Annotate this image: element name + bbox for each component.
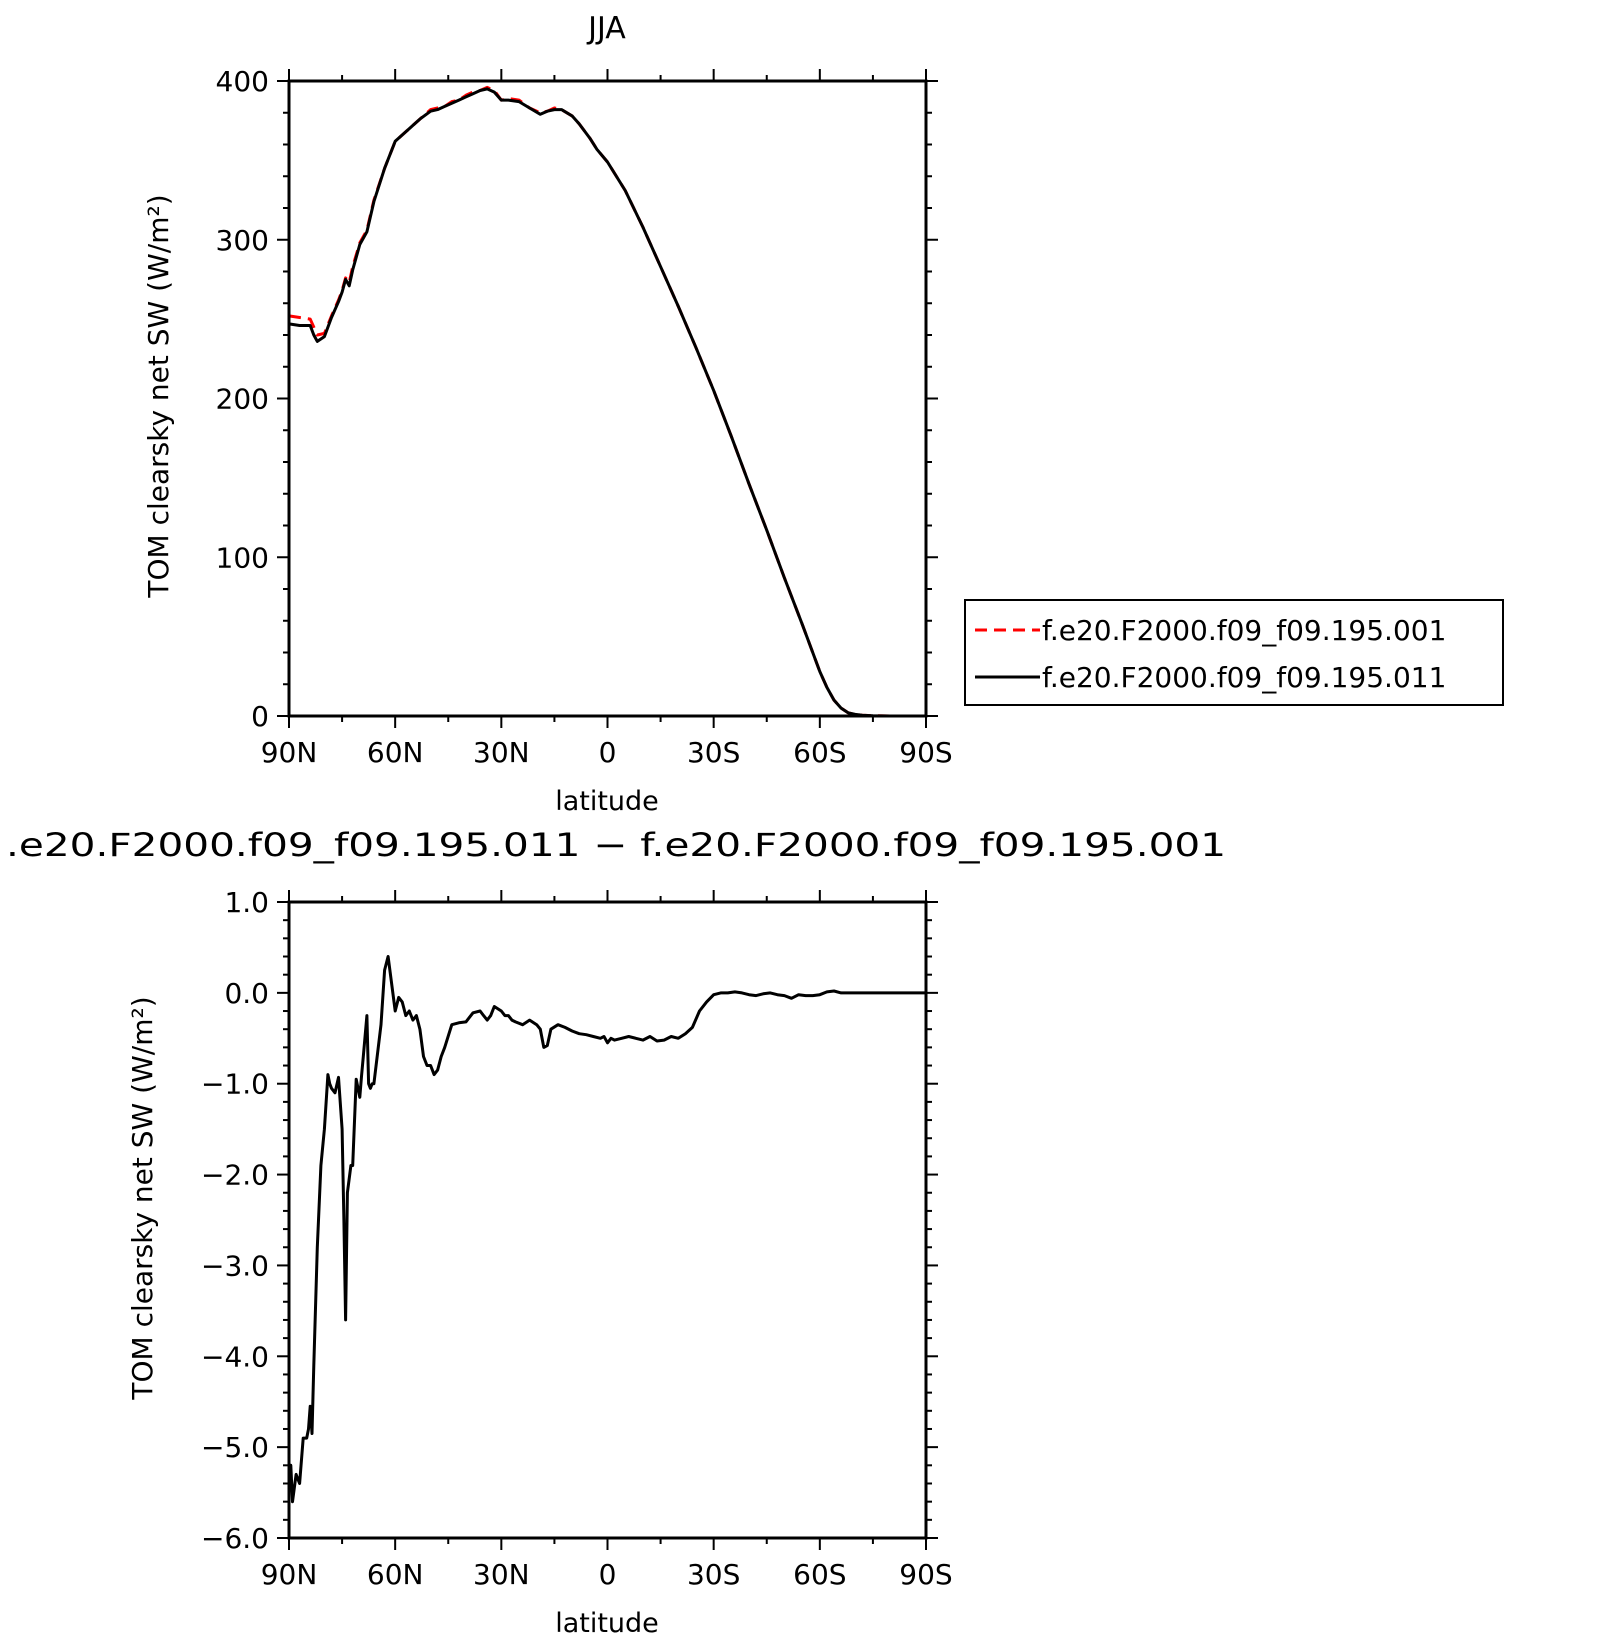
legend-box: [964, 599, 1504, 706]
y-tick-label: −6.0: [201, 1522, 269, 1555]
x-tick-label: 0: [599, 736, 617, 769]
top-x-axis-label: latitude: [555, 786, 659, 817]
x-tick-label: 30S: [687, 736, 740, 769]
legend-label-series-1: f.e20.F2000.f09_f09.195.001: [1042, 614, 1446, 647]
x-tick-label: 90N: [261, 1558, 318, 1591]
bottom-y-axis-label: TOM clearsky net SW (W/m²): [126, 996, 159, 1400]
x-tick-label: 30N: [473, 736, 530, 769]
x-tick-label: 60N: [367, 736, 424, 769]
y-tick-label: −3.0: [201, 1249, 269, 1282]
bottom-panel: .e20.F2000.f09_f09.195.011 − f.e20.F2000…: [6, 826, 1226, 1639]
y-tick-label: 200: [216, 383, 269, 416]
y-tick-label: 300: [216, 224, 269, 257]
y-tick-label: −4.0: [201, 1340, 269, 1373]
y-tick-label: 100: [216, 541, 269, 574]
y-tick-label: 1.0: [224, 886, 269, 919]
bottom-axis-ticks: 90N 60N 30N 0 30S 60S 90S 1.0 0.0 −1.0 −2.0 −3.0 −4.…: [201, 886, 953, 1591]
y-tick-label: 0: [251, 700, 269, 733]
x-tick-label: 30N: [473, 1558, 530, 1591]
bottom-plot-frame: [287, 900, 928, 1540]
top-series-lines: [288, 85, 926, 718]
x-tick-label: 60S: [793, 736, 846, 769]
y-tick-label: −2.0: [201, 1159, 269, 1192]
x-tick-label: 60N: [367, 1558, 424, 1591]
y-tick-label: 0.0: [224, 977, 269, 1010]
top-axis-ticks: 90N 60N 30N 0 30S 60S 90S 0 100 200 300 400: [216, 65, 953, 769]
y-tick-label: −1.0: [201, 1068, 269, 1101]
x-tick-label: 30S: [687, 1558, 740, 1591]
bottom-chart-title: .e20.F2000.f09_f09.195.011 − f.e20.F2000…: [6, 826, 1226, 864]
x-tick-label: 90S: [899, 1558, 952, 1591]
x-tick-label: 60S: [793, 1558, 846, 1591]
x-tick-label: 90S: [899, 736, 952, 769]
top-chart-title: JJA: [586, 11, 626, 46]
legend: f.e20.F2000.f09_f09.195.001 f.e20.F2000.…: [964, 599, 1504, 706]
series-line-1: [287, 955, 926, 1504]
bottom-x-axis-label: latitude: [555, 1608, 659, 1639]
x-tick-label: 90N: [261, 736, 318, 769]
top-y-axis-label: TOM clearsky net SW (W/m²): [142, 194, 175, 598]
legend-label-series-2: f.e20.F2000.f09_f09.195.011: [1042, 661, 1446, 694]
y-tick-label: −5.0: [201, 1431, 269, 1464]
series-line-1: [288, 85, 926, 718]
bottom-series-lines: [287, 955, 926, 1504]
top-panel: JJA TOM clearsky net SW (W/m²) latitude …: [142, 11, 953, 817]
top-plot-frame: [287, 79, 928, 718]
series-line-2: [288, 87, 926, 718]
y-tick-label: 400: [216, 65, 269, 98]
x-tick-label: 0: [599, 1558, 617, 1591]
